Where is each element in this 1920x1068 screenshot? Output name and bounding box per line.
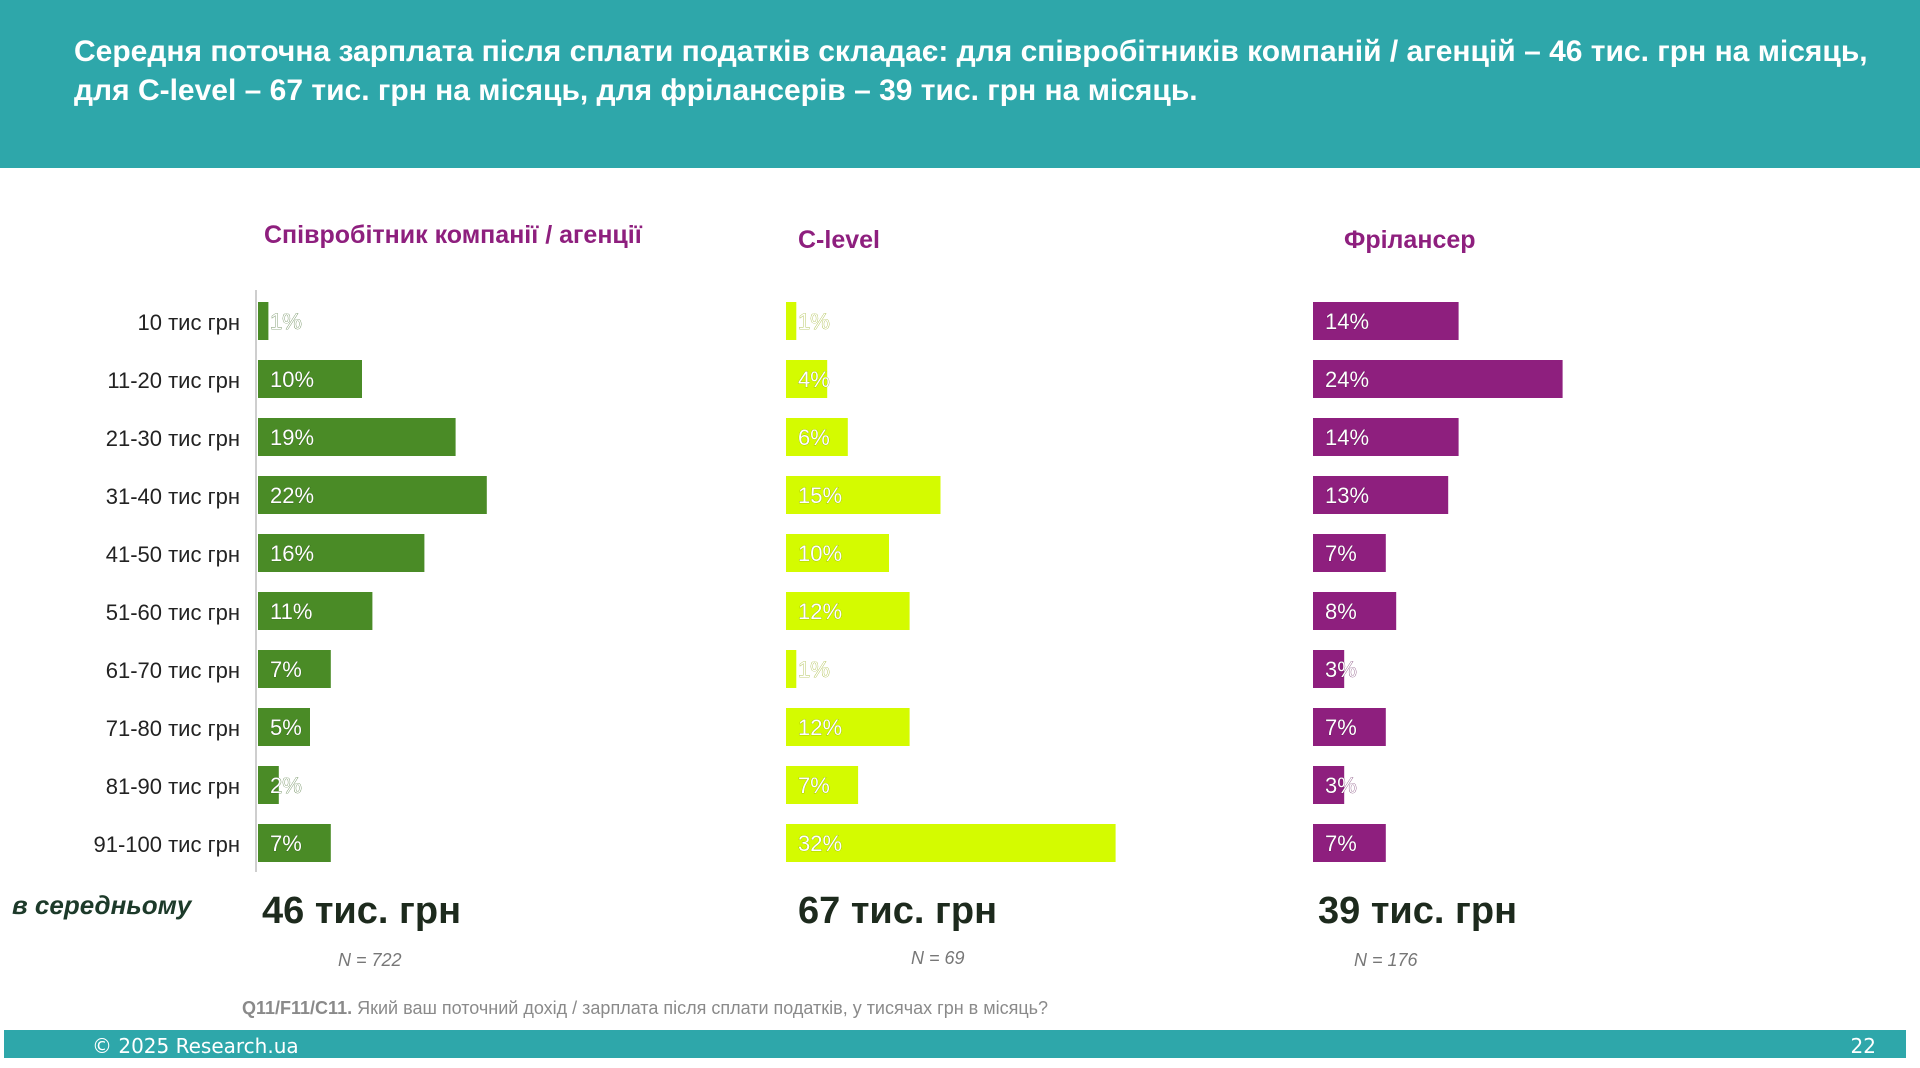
- data-label: 1%: [798, 309, 830, 334]
- data-label: 7%: [1325, 715, 1357, 740]
- category-label: 10 тис грн: [138, 310, 240, 335]
- bar: [786, 476, 941, 514]
- bar: [1313, 476, 1449, 514]
- bar: [786, 708, 910, 746]
- data-label: 16%: [270, 541, 314, 566]
- bar: [1313, 650, 1345, 688]
- bar: [786, 824, 1116, 862]
- average-value: 39 тис. грн: [1318, 890, 1517, 932]
- data-label: 10%: [798, 541, 842, 566]
- bar: [258, 418, 456, 456]
- data-label: 14%: [1325, 309, 1369, 334]
- data-label: 4%: [798, 367, 830, 392]
- category-label: 21-30 тис грн: [106, 426, 240, 451]
- bar: [258, 650, 331, 688]
- data-label: 10%: [270, 367, 314, 392]
- bar: [1313, 708, 1386, 746]
- data-label: 32%: [798, 831, 842, 856]
- category-label: 51-60 тис грн: [106, 600, 240, 625]
- data-label: 14%: [1325, 425, 1369, 450]
- bar: [1313, 766, 1345, 804]
- data-label: 7%: [1325, 541, 1357, 566]
- data-label: 2%: [270, 773, 302, 798]
- panel-title: Фрілансер: [1344, 226, 1476, 254]
- sample-size: N = 176: [1354, 950, 1419, 970]
- data-label: 3%: [1325, 773, 1357, 798]
- data-label: 5%: [270, 715, 302, 740]
- data-label: 7%: [798, 773, 830, 798]
- data-label: 24%: [1325, 367, 1369, 392]
- bar: [258, 360, 362, 398]
- bar: [1313, 534, 1386, 572]
- bar: [258, 302, 269, 340]
- category-label: 61-70 тис грн: [106, 658, 240, 683]
- page-number: 22: [1850, 1034, 1876, 1058]
- data-label: 15%: [798, 483, 842, 508]
- category-label: 71-80 тис грн: [106, 716, 240, 741]
- data-label: 1%: [798, 657, 830, 682]
- bar: [1313, 302, 1459, 340]
- sample-size: N = 69: [911, 948, 965, 968]
- page-headline: Середня поточна зарплата після сплати по…: [74, 35, 1868, 107]
- data-label: 12%: [798, 715, 842, 740]
- bar: [786, 302, 797, 340]
- category-label: 91-100 тис грн: [93, 832, 240, 857]
- bar: [1313, 824, 1386, 862]
- question-text: Який ваш поточний дохід / зарплата після…: [357, 998, 1049, 1018]
- bar: [258, 476, 487, 514]
- average-caption: в середньому: [12, 890, 193, 920]
- bar: [1313, 360, 1563, 398]
- panel-title: Співробітник компанії / агенції: [264, 221, 643, 249]
- bar: [786, 360, 828, 398]
- average-value: 67 тис. грн: [798, 890, 997, 932]
- footer-bar: © 2025 Research.ua 22: [4, 1030, 1906, 1058]
- copyright: © 2025 Research.ua: [92, 1034, 299, 1058]
- data-label: 22%: [270, 483, 314, 508]
- data-label: 1%: [270, 309, 302, 334]
- data-label: 7%: [1325, 831, 1357, 856]
- data-label: 13%: [1325, 483, 1369, 508]
- bar: [258, 824, 331, 862]
- data-label: 19%: [270, 425, 314, 450]
- bar: [786, 534, 889, 572]
- data-label: 3%: [1325, 657, 1357, 682]
- bar: [786, 650, 797, 688]
- bar: [258, 534, 425, 572]
- sample-size: N = 722: [338, 950, 402, 970]
- data-label: 7%: [270, 657, 302, 682]
- average-value: 46 тис. грн: [262, 890, 461, 932]
- category-label: 11-20 тис грн: [107, 368, 240, 393]
- data-label: 6%: [798, 425, 830, 450]
- category-label: 31-40 тис грн: [106, 484, 240, 509]
- bar: [1313, 418, 1459, 456]
- data-label: 8%: [1325, 599, 1357, 624]
- panel-title: C-level: [798, 226, 880, 254]
- bar: [258, 708, 310, 746]
- survey-question: Q11/F11/C11. Який ваш поточний дохід / з…: [242, 998, 1048, 1019]
- category-label: 81-90 тис грн: [106, 774, 240, 799]
- bar: [786, 592, 910, 630]
- question-code: Q11/F11/C11.: [242, 998, 353, 1018]
- bar: [786, 766, 859, 804]
- bar: [786, 418, 848, 456]
- data-label: 12%: [798, 599, 842, 624]
- bar: [258, 592, 373, 630]
- data-label: 7%: [270, 831, 302, 856]
- category-label: 41-50 тис грн: [106, 542, 240, 567]
- bar: [258, 766, 279, 804]
- header-banner: Середня поточна зарплата після сплати по…: [0, 0, 1920, 168]
- data-label: 11%: [270, 599, 312, 624]
- bar: [1313, 592, 1397, 630]
